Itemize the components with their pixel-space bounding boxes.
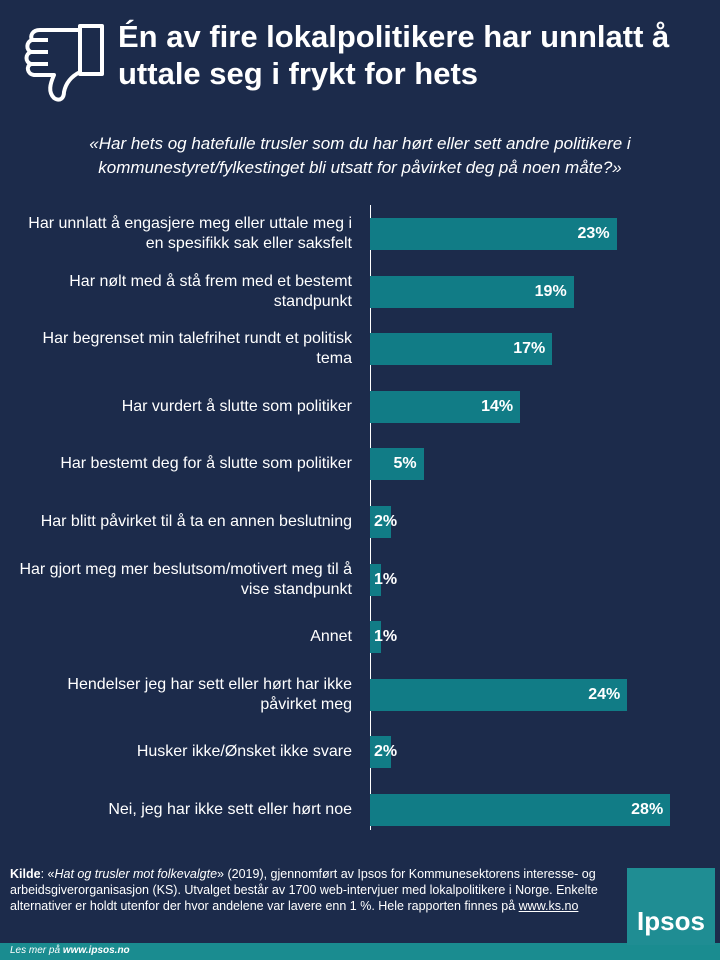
value-label: 1% — [374, 628, 398, 646]
source-note: Kilde: «Hat og trusler mot folkevalgte» … — [10, 866, 610, 914]
bar — [370, 448, 424, 481]
more-url[interactable]: www.ipsos.no — [62, 945, 130, 956]
bar — [370, 218, 617, 250]
category-label: Annet — [310, 628, 352, 646]
bar — [370, 621, 381, 654]
bar — [370, 275, 574, 308]
category-label: Har nølt med å stå frem med et bestemt s… — [69, 272, 352, 310]
value-label: 24% — [588, 685, 621, 703]
value-label: 19% — [534, 282, 567, 300]
value-label: 14% — [481, 397, 514, 415]
subtitle: «Har hets og hatefulle trusler som du ha… — [89, 134, 631, 177]
value-label: 17% — [513, 340, 546, 358]
category-label: Nei, jeg har ikke sett eller hørt noe — [108, 801, 352, 818]
bar — [370, 678, 628, 711]
category-label: Har vurdert å slutte som politiker — [121, 397, 352, 415]
bar — [370, 333, 553, 366]
category-label: Har unnlatt å engasjere meg eller uttale… — [28, 215, 352, 252]
bar — [370, 794, 671, 826]
source-label: Kilde — [10, 867, 41, 881]
title: Én av fire lokalpolitikere har unnlatt å… — [118, 19, 670, 91]
source-report: Hat og trusler mot folkevalgte — [54, 867, 218, 881]
category-label: Har blitt påvirket til å ta en annen bes… — [40, 513, 352, 530]
category-label: Hendelser jeg har sett eller hørt har ik… — [67, 675, 352, 713]
value-label: 28% — [631, 801, 664, 818]
footer-band — [0, 943, 720, 960]
value-label: 5% — [393, 455, 417, 473]
source-text: : « — [40, 867, 55, 881]
value-label: 2% — [374, 513, 398, 530]
logo-text: Ipsos — [637, 906, 705, 936]
category-label: Har begrenset min talefrihet rundt et po… — [42, 330, 352, 368]
thumbs-down-icon — [24, 24, 104, 102]
category-label: Har bestemt deg for å slutte som politik… — [60, 455, 352, 473]
value-label: 23% — [577, 225, 610, 242]
bar — [370, 506, 392, 538]
category-label: Husker ikke/Ønsket ikke svare — [136, 743, 352, 761]
more-link: Les mer på www.ipsos.no — [10, 945, 130, 956]
bar — [370, 736, 392, 769]
logo: Ipsos — [627, 868, 715, 945]
bar — [370, 563, 381, 596]
category-label: Har gjort meg mer beslutsom/motivert meg… — [19, 560, 352, 598]
more-text: Les mer på — [10, 945, 63, 956]
source-text: » (2019), gjennomført av Ipsos for Kommu… — [10, 867, 598, 913]
source-link[interactable]: www.ks.no — [518, 899, 579, 913]
value-label: 1% — [374, 570, 398, 588]
bar — [370, 390, 521, 423]
value-label: 2% — [374, 743, 398, 761]
